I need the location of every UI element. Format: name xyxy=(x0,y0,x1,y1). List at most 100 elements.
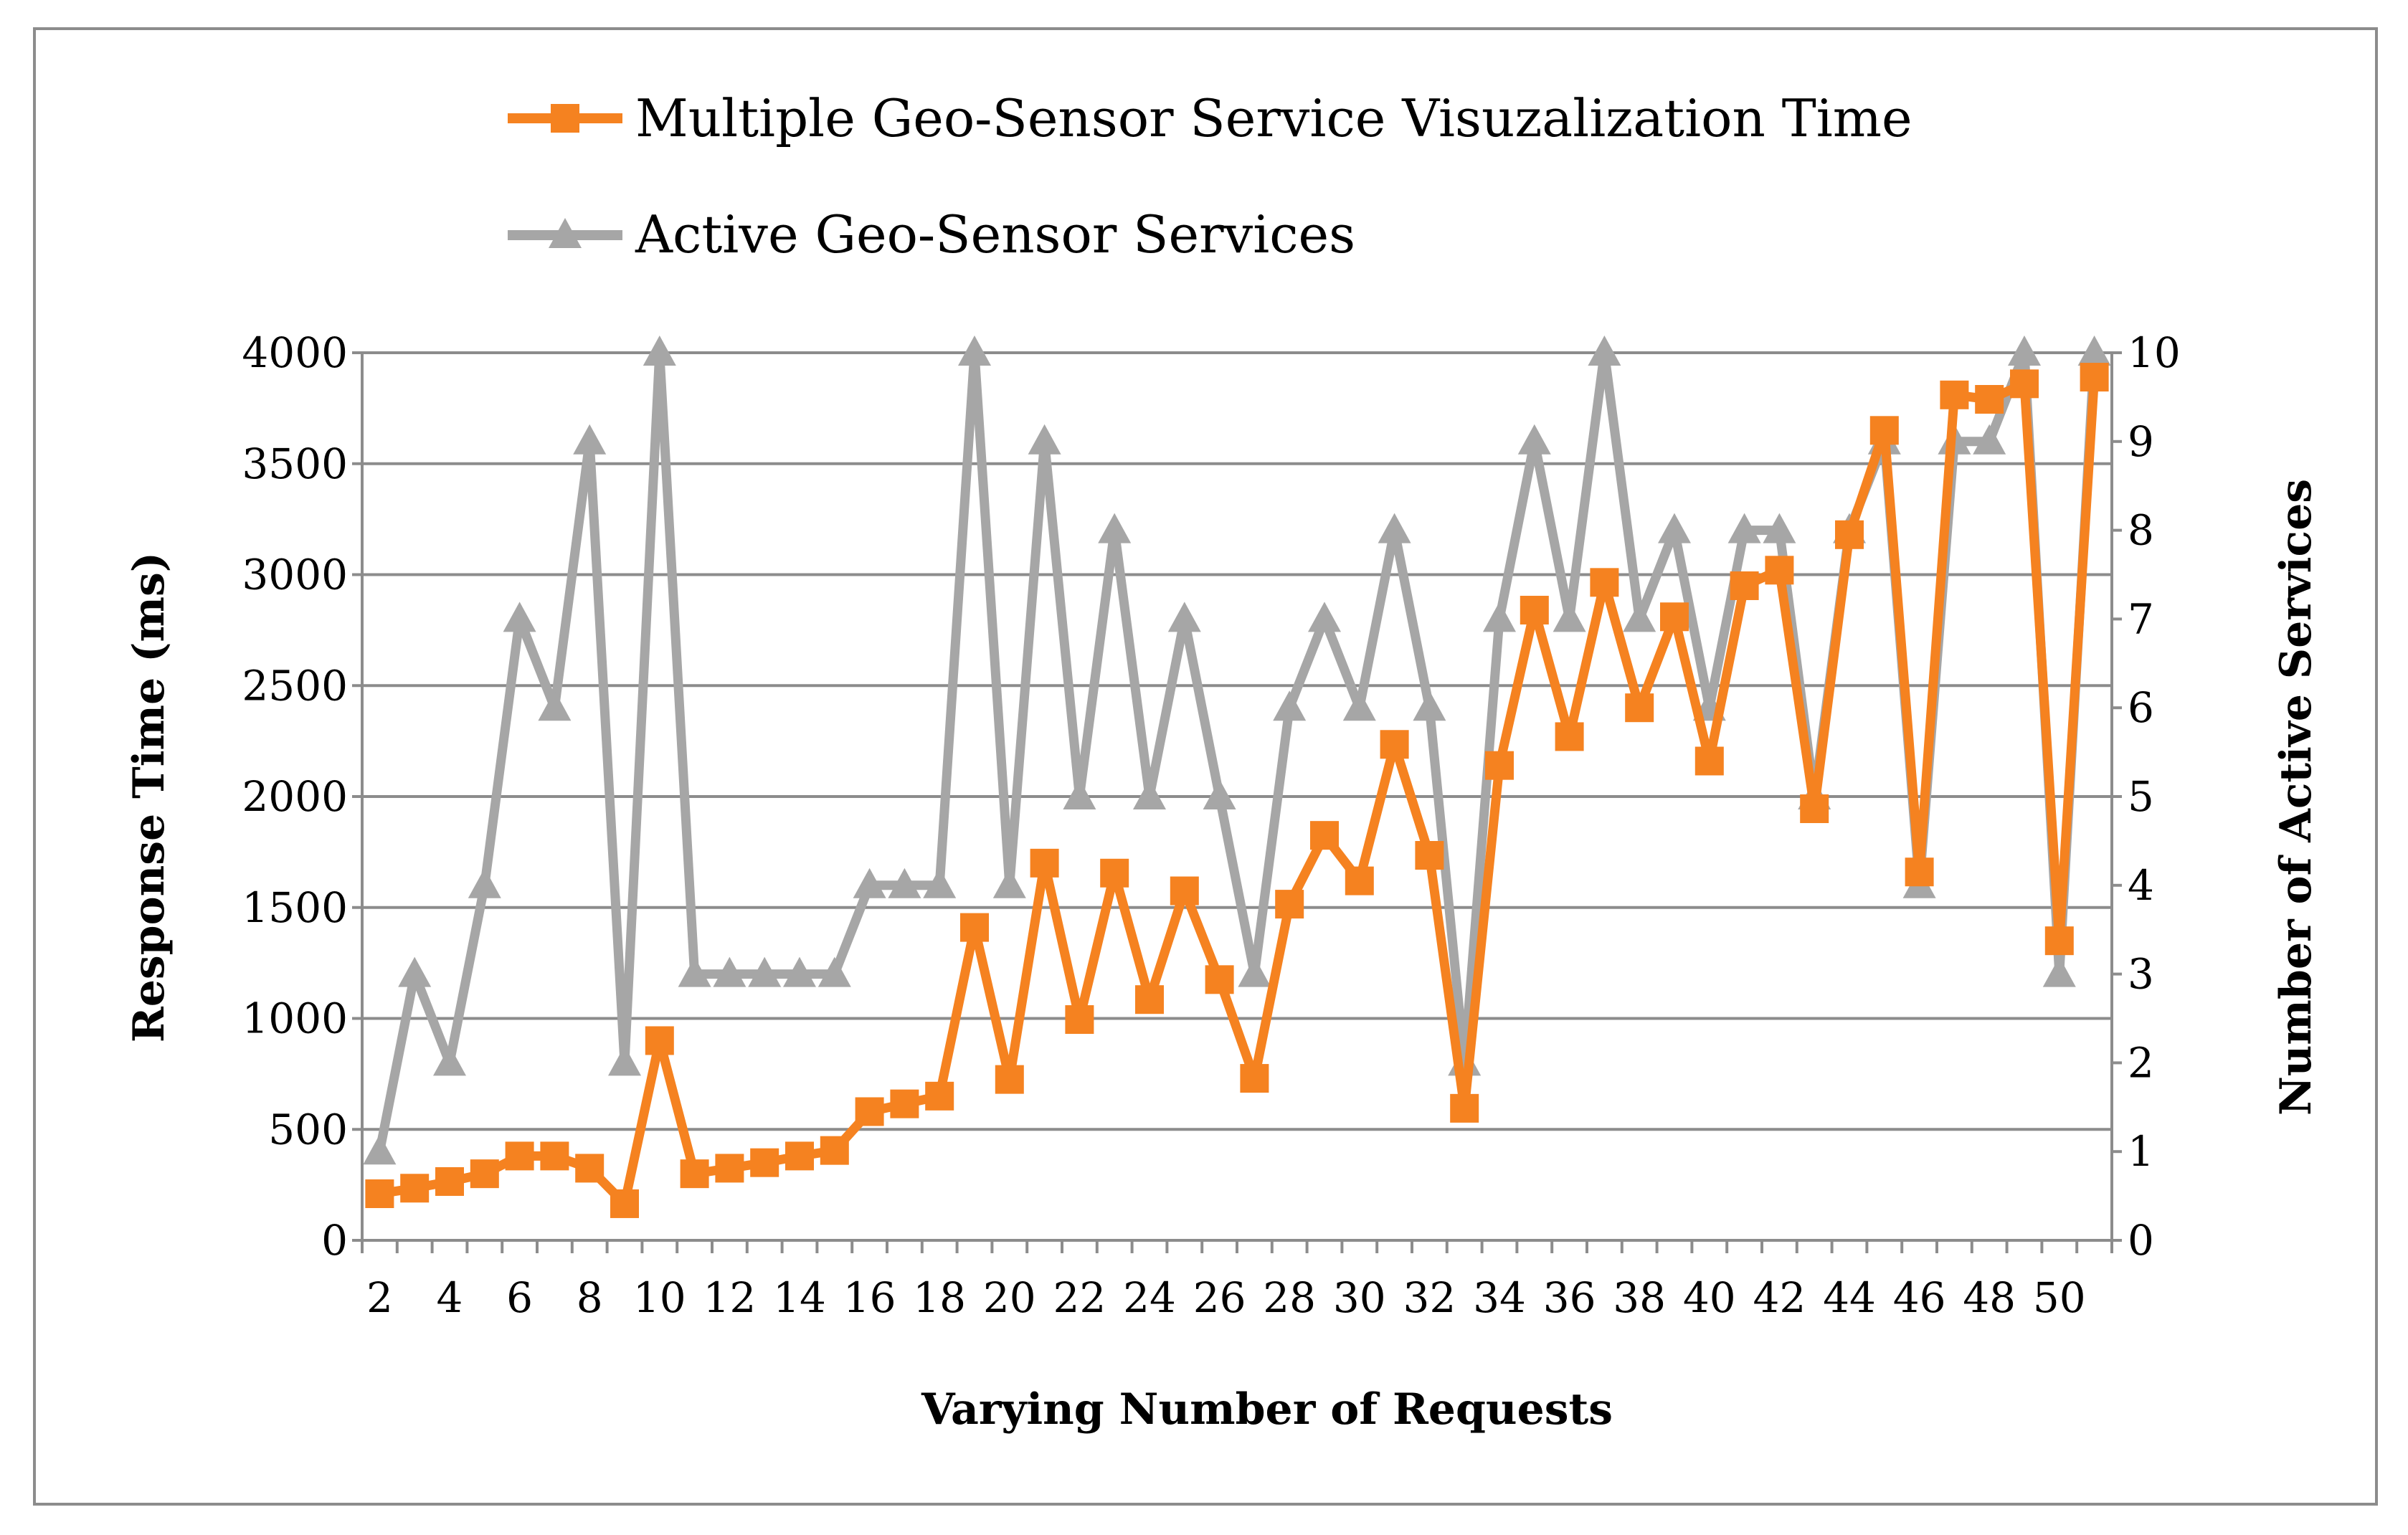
data-point-square xyxy=(2010,369,2039,399)
data-point-triangle xyxy=(1973,424,2006,455)
y-tick-label: 1500 xyxy=(242,883,348,932)
data-point-square xyxy=(1415,841,1444,870)
data-point-triangle xyxy=(1028,424,1061,455)
y2-tick-label: 1 xyxy=(2128,1127,2154,1176)
data-point-square xyxy=(1450,1093,1479,1123)
x-tick-label: 26 xyxy=(1193,1273,1246,1322)
y2-tick-label: 8 xyxy=(2128,506,2154,555)
x-tick-label: 2 xyxy=(366,1273,393,1322)
data-point-square xyxy=(1975,384,2004,414)
x-tick-label: 20 xyxy=(983,1273,1036,1322)
x-tick-label: 24 xyxy=(1123,1273,1176,1322)
data-point-square xyxy=(1765,556,1794,585)
data-point-square xyxy=(540,1141,569,1171)
data-point-square xyxy=(2044,926,2074,956)
series-line-visualization-time xyxy=(374,372,2100,1209)
data-point-triangle xyxy=(1483,602,1516,632)
x-tick-label: 14 xyxy=(773,1273,826,1322)
data-point-triangle xyxy=(468,868,501,898)
x-tick-label: 18 xyxy=(913,1273,966,1322)
x-tick-label: 38 xyxy=(1613,1273,1666,1322)
y-tick-label: 500 xyxy=(268,1105,348,1154)
data-point-triangle xyxy=(538,690,572,721)
data-point-triangle xyxy=(643,336,676,366)
data-point-triangle xyxy=(608,1045,641,1076)
y2-tick-label: 5 xyxy=(2128,772,2154,821)
data-point-triangle xyxy=(1623,602,1656,632)
data-point-square xyxy=(610,1189,639,1218)
data-point-triangle xyxy=(1203,779,1236,809)
data-point-square xyxy=(1555,722,1584,751)
data-point-square xyxy=(1205,965,1234,994)
data-point-square xyxy=(1240,1064,1269,1093)
data-point-triangle xyxy=(2008,336,2041,366)
data-point-triangle xyxy=(923,868,957,898)
data-point-square xyxy=(435,1166,464,1196)
y2-tick-label: 4 xyxy=(2128,861,2154,910)
data-point-square xyxy=(1660,602,1689,632)
data-point-square xyxy=(890,1089,919,1118)
x-tick-label: 8 xyxy=(577,1273,603,1322)
data-point-square xyxy=(1030,848,1059,878)
data-point-square xyxy=(995,1065,1024,1094)
legend-label-visualization-time: Multiple Geo-Sensor Service Visuzalizati… xyxy=(635,88,1912,148)
x-tick-label: 36 xyxy=(1543,1273,1596,1322)
data-point-square xyxy=(960,913,989,942)
data-point-triangle xyxy=(2042,956,2076,987)
data-point-square xyxy=(1835,520,1864,549)
tick-labels: 0500100015002000250030003500400001234567… xyxy=(242,328,2180,1322)
x-tick-label: 34 xyxy=(1473,1273,1526,1322)
x-tick-label: 16 xyxy=(843,1273,896,1322)
series-group xyxy=(363,336,2111,1218)
x-tick-label: 42 xyxy=(1753,1273,1806,1322)
y2-tick-label: 10 xyxy=(2128,328,2181,377)
data-point-square xyxy=(925,1081,954,1111)
y2-tick-label: 2 xyxy=(2128,1038,2154,1087)
data-point-square xyxy=(1625,693,1654,723)
data-point-square xyxy=(505,1141,534,1171)
data-point-triangle xyxy=(433,1045,466,1076)
data-point-triangle xyxy=(2077,336,2111,366)
data-point-triangle xyxy=(1063,779,1096,809)
data-point-triangle xyxy=(1342,690,1376,721)
data-point-square xyxy=(1380,730,1409,759)
x-tick-label: 40 xyxy=(1683,1273,1736,1322)
data-point-square xyxy=(1694,746,1724,776)
x-tick-label: 12 xyxy=(703,1273,756,1322)
x-tick-label: 48 xyxy=(1963,1273,2016,1322)
legend-item-visualization-time: Multiple Geo-Sensor Service Visuzalizati… xyxy=(508,88,1912,148)
data-point-triangle xyxy=(1413,690,1446,721)
y2-tick-label: 6 xyxy=(2128,683,2154,732)
legend: Multiple Geo-Sensor Service Visuzalizati… xyxy=(508,88,1912,265)
y-axis-title: Response Time (ms) xyxy=(124,552,174,1042)
data-point-triangle xyxy=(503,602,536,632)
data-point-square xyxy=(820,1136,849,1165)
data-point-triangle xyxy=(783,956,816,987)
data-point-square xyxy=(1100,858,1129,888)
data-point-square xyxy=(1275,890,1304,919)
data-point-triangle xyxy=(888,868,921,898)
data-point-square xyxy=(1345,866,1374,895)
data-point-square xyxy=(2080,363,2109,392)
data-point-square xyxy=(575,1154,605,1183)
legend-label-active-services: Active Geo-Sensor Services xyxy=(635,204,1355,265)
y-tick-label: 4000 xyxy=(242,328,348,377)
data-point-square xyxy=(1485,751,1514,780)
y2-axis-title: Number of Active Services xyxy=(2271,479,2321,1116)
legend-square-marker xyxy=(551,104,579,133)
data-point-triangle xyxy=(1238,956,1271,987)
axes xyxy=(352,351,2122,1253)
data-point-square xyxy=(680,1159,709,1189)
y2-tick-label: 7 xyxy=(2128,594,2154,643)
data-point-triangle xyxy=(398,956,432,987)
x-tick-label: 6 xyxy=(506,1273,533,1322)
legend-item-active-services: Active Geo-Sensor Services xyxy=(508,204,1355,265)
y-tick-label: 0 xyxy=(321,1216,348,1265)
data-point-triangle xyxy=(853,868,886,898)
x-tick-label: 50 xyxy=(2033,1273,2086,1322)
y-tick-label: 3000 xyxy=(242,551,348,599)
gridlines xyxy=(362,351,2112,1131)
y-tick-label: 3500 xyxy=(242,439,348,488)
data-point-square xyxy=(1800,794,1829,824)
data-point-triangle xyxy=(678,956,711,987)
